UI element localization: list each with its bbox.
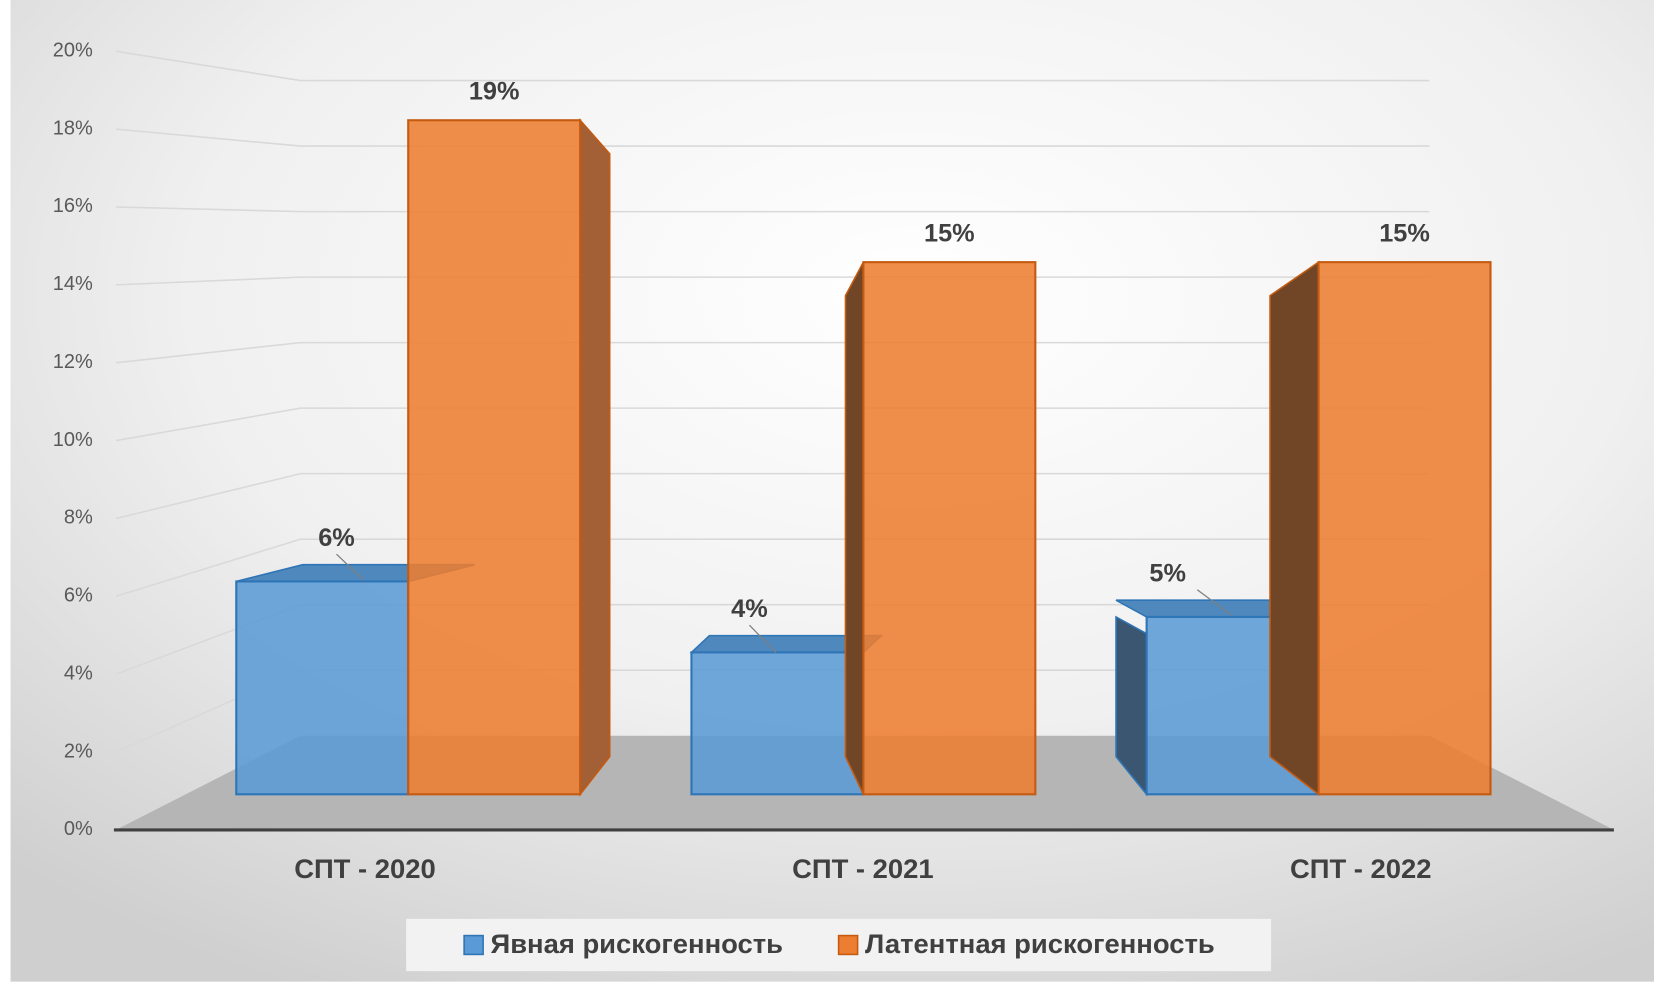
- grid-line: [115, 50, 1430, 82]
- bar: [862, 261, 1037, 796]
- legend-swatch: [837, 934, 859, 956]
- bar: [1317, 261, 1492, 796]
- y-tick-label: 14%: [53, 273, 93, 295]
- bars: СПТ - 2020 6% 19% СПТ - 2021 4% 15% СПТ - 2022…: [235, 78, 1492, 884]
- y-tick-label: 10%: [53, 429, 93, 451]
- bar: [235, 580, 410, 796]
- y-tick-label: 6%: [64, 585, 93, 607]
- data-label: 4%: [731, 595, 768, 623]
- grid-line: [115, 276, 1430, 286]
- bar-group: 15%: [1269, 220, 1492, 796]
- y-tick-label: 18%: [53, 117, 93, 139]
- bar-group: 19%: [407, 78, 611, 797]
- legend-items: Явная рискогенность Латентная рискогеннос…: [463, 928, 1215, 959]
- grid-line: [115, 472, 1430, 520]
- y-tick-label: 20%: [53, 40, 93, 62]
- grid-line: [116, 206, 1430, 213]
- leader-line: [1196, 589, 1232, 616]
- leader-line: [336, 553, 364, 580]
- x-tick-label: СПТ - 2021: [792, 853, 934, 884]
- data-label: 15%: [924, 220, 975, 248]
- x-tick-label: СПТ - 2022: [1290, 853, 1432, 884]
- y-tick-label: 0%: [64, 818, 93, 840]
- grid: 0% 2% 4% 6% 8% 10% 12% 14% 16% 18% 20%: [53, 40, 1430, 840]
- bar-side: [1269, 260, 1320, 796]
- y-tick-label: 4%: [64, 662, 93, 684]
- y-tick-label: 12%: [53, 351, 93, 373]
- data-label: 6%: [318, 524, 355, 552]
- y-tick-label: 16%: [53, 195, 93, 217]
- bar-side: [844, 261, 865, 795]
- grid-line: [115, 407, 1430, 442]
- grid-line: [115, 128, 1430, 147]
- grid-line: [115, 538, 1430, 598]
- data-label: 5%: [1149, 560, 1186, 588]
- bar: [690, 651, 865, 796]
- bar-side: [579, 118, 611, 797]
- y-tick-label: 2%: [64, 740, 93, 762]
- grid-line: [115, 341, 1430, 364]
- bar-group: 15%: [844, 220, 1037, 796]
- data-label: 19%: [469, 78, 520, 106]
- legend-label: Явная рискогенность: [491, 928, 784, 959]
- leader-line: [749, 624, 777, 653]
- y-tick-label: 8%: [64, 507, 93, 529]
- bar: [407, 119, 582, 796]
- legend-label: Латентная рискогенность: [865, 928, 1215, 959]
- legend-swatch: [463, 934, 484, 956]
- x-tick-label: СПТ - 2020: [294, 853, 436, 884]
- data-label: 15%: [1379, 220, 1430, 248]
